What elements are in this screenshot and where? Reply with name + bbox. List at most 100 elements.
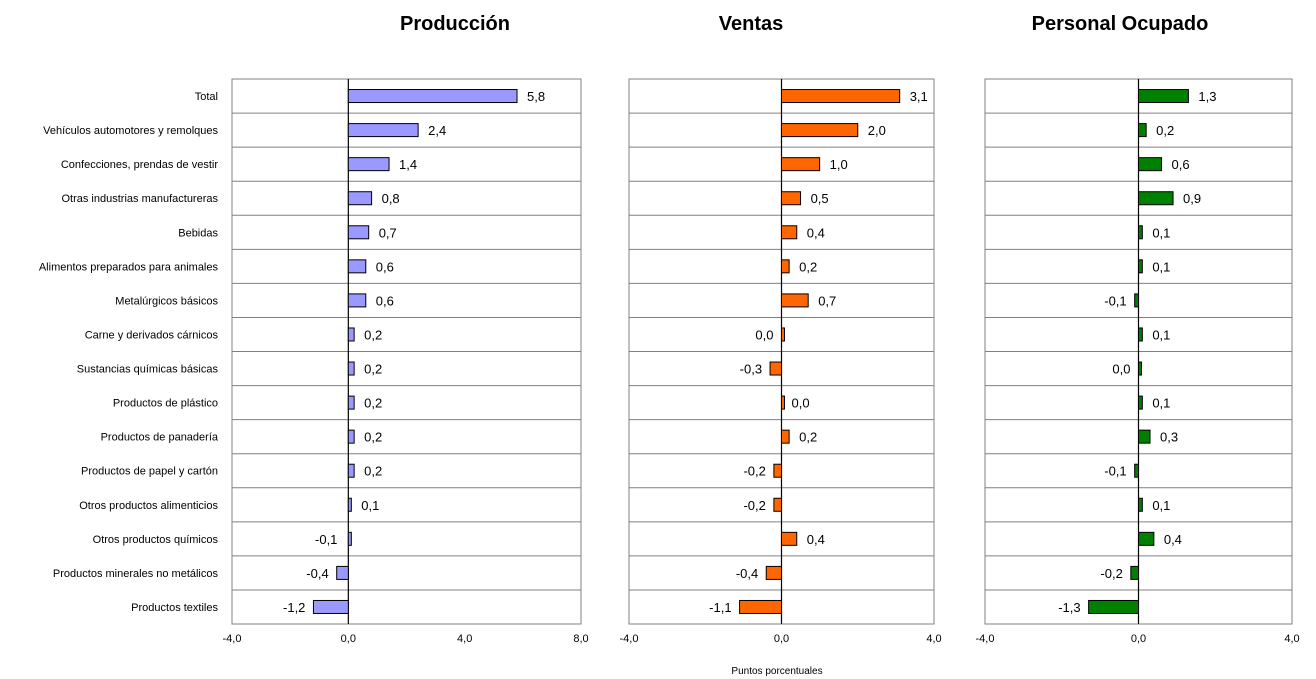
bar bbox=[347, 395, 355, 410]
bar bbox=[769, 361, 782, 376]
bar bbox=[1138, 395, 1143, 410]
bar bbox=[781, 191, 802, 206]
data-label: -1,2 bbox=[283, 600, 305, 615]
chart-panel-0: Producción -4,0 0,0 4,0 8,0 5,8 2,4 1,4 0,8 0,7 0,… bbox=[39, 13, 589, 645]
bar bbox=[347, 89, 518, 104]
data-label: 0,7 bbox=[818, 293, 836, 308]
bar bbox=[781, 395, 785, 410]
bar bbox=[1088, 599, 1140, 614]
bar bbox=[1138, 191, 1174, 206]
category-label: Carne y derivados cárnicos bbox=[85, 329, 219, 341]
bar bbox=[1138, 225, 1143, 240]
bar bbox=[1134, 463, 1139, 478]
bar bbox=[1138, 157, 1163, 172]
bar bbox=[347, 123, 419, 138]
data-label: 1,0 bbox=[830, 157, 848, 172]
data-label: 0,5 bbox=[811, 191, 829, 206]
data-label: 1,4 bbox=[399, 157, 417, 172]
data-label: 0,2 bbox=[364, 464, 382, 479]
data-label: 0,6 bbox=[376, 293, 394, 308]
bar bbox=[1138, 89, 1189, 104]
category-label: Productos de plástico bbox=[113, 398, 218, 410]
bar bbox=[1134, 293, 1139, 308]
data-label: 0,2 bbox=[799, 259, 817, 274]
data-label: 0,0 bbox=[1112, 362, 1130, 377]
x-axis-label: Puntos porcentuales bbox=[731, 666, 822, 677]
data-label: 0,2 bbox=[364, 327, 382, 342]
bar bbox=[765, 565, 782, 580]
data-label: 0,7 bbox=[379, 225, 397, 240]
data-label: 0,4 bbox=[1164, 532, 1182, 547]
data-label: 0,2 bbox=[1156, 123, 1174, 138]
chart-title: Personal Ocupado bbox=[1032, 13, 1209, 35]
data-label: 5,8 bbox=[527, 89, 545, 104]
chart-panel-2: Personal Ocupado -4,0 0,0 4,0 1,3 0,2 0,6 0,9 0,… bbox=[976, 13, 1300, 645]
data-label: 0,1 bbox=[1152, 327, 1170, 342]
data-label: -0,4 bbox=[306, 566, 328, 581]
data-label: 0,6 bbox=[376, 259, 394, 274]
data-label: -0,2 bbox=[1100, 566, 1122, 581]
x-tick-label: -4,0 bbox=[223, 633, 242, 645]
data-label: -0,1 bbox=[1104, 464, 1126, 479]
bar bbox=[781, 225, 798, 240]
data-label: 0,6 bbox=[1172, 157, 1190, 172]
data-label: 2,0 bbox=[868, 123, 886, 138]
bar bbox=[1130, 565, 1139, 580]
bar bbox=[347, 293, 367, 308]
data-label: 0,2 bbox=[364, 396, 382, 411]
category-label: Productos minerales no metálicos bbox=[53, 568, 219, 580]
data-label: 1,3 bbox=[1198, 89, 1216, 104]
bar bbox=[347, 361, 355, 376]
data-label: 3,1 bbox=[910, 89, 928, 104]
bar bbox=[781, 327, 785, 342]
data-label: -1,3 bbox=[1058, 600, 1080, 615]
data-label: 0,3 bbox=[1160, 430, 1178, 445]
bar bbox=[739, 599, 782, 614]
category-label: Productos de papel y cartón bbox=[81, 466, 218, 478]
x-tick-label: -4,0 bbox=[620, 633, 639, 645]
data-label: 0,8 bbox=[382, 191, 400, 206]
bar bbox=[1138, 259, 1143, 274]
bar bbox=[781, 259, 790, 274]
category-label: Otros productos alimenticios bbox=[79, 500, 218, 512]
data-label: 2,4 bbox=[428, 123, 446, 138]
bar bbox=[781, 429, 790, 444]
bar bbox=[781, 531, 798, 546]
bar bbox=[347, 225, 370, 240]
category-label: Alimentos preparados para animales bbox=[39, 261, 219, 273]
data-label: 0,0 bbox=[755, 327, 773, 342]
x-tick-label: 0,0 bbox=[1131, 633, 1146, 645]
x-tick-label: 0,0 bbox=[341, 633, 356, 645]
category-label: Productos textiles bbox=[131, 602, 218, 614]
data-label: -1,1 bbox=[709, 600, 731, 615]
data-label: -0,1 bbox=[1104, 293, 1126, 308]
bar bbox=[1138, 123, 1147, 138]
bar bbox=[347, 497, 352, 512]
data-label: -0,2 bbox=[743, 464, 765, 479]
chart-title: Producción bbox=[400, 13, 510, 35]
data-label: 0,4 bbox=[807, 225, 825, 240]
bar bbox=[1138, 327, 1143, 342]
data-label: 0,2 bbox=[799, 430, 817, 445]
bar bbox=[773, 497, 782, 512]
data-label: 0,1 bbox=[1152, 498, 1170, 513]
category-label: Confecciones, prendas de vestir bbox=[61, 159, 218, 171]
bar bbox=[347, 429, 355, 444]
data-label: 0,1 bbox=[1152, 225, 1170, 240]
category-label: Productos de panadería bbox=[101, 432, 219, 444]
category-label: Metalúrgicos básicos bbox=[115, 295, 218, 307]
category-label: Otros productos químicos bbox=[93, 534, 219, 546]
bar bbox=[347, 327, 355, 342]
x-tick-label: 0,0 bbox=[774, 633, 789, 645]
bar bbox=[347, 259, 367, 274]
bar bbox=[1138, 497, 1143, 512]
x-tick-label: -4,0 bbox=[976, 633, 995, 645]
data-label: -0,2 bbox=[743, 498, 765, 513]
data-label: 0,1 bbox=[361, 498, 379, 513]
data-label: 0,9 bbox=[1183, 191, 1201, 206]
category-label: Bebidas bbox=[178, 227, 218, 239]
bar bbox=[1138, 531, 1155, 546]
bar bbox=[336, 565, 349, 580]
chart-panel-1: Ventas -4,0 0,0 4,0 3,1 2,0 1,0 0,5 0,4 0,2 0,7 0,0… bbox=[620, 13, 942, 645]
